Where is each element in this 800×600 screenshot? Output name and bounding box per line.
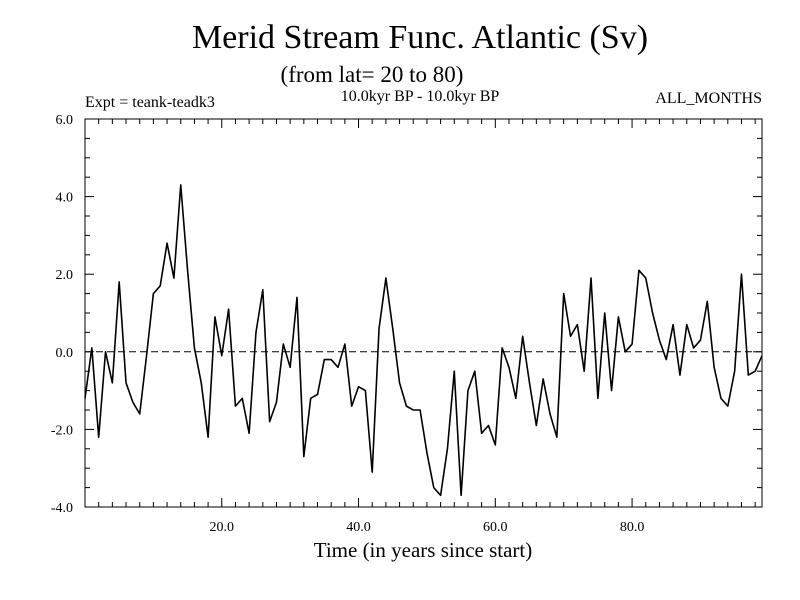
y-tick-label: 2.0 [56,268,74,283]
y-tick-label: 0.0 [56,346,74,361]
months-label: ALL_MONTHS [655,90,762,107]
y-tick-label: 4.0 [56,191,74,206]
x-tick-label: 20.0 [210,520,235,535]
axis-ticks [85,118,762,508]
plot-frame [84,118,763,508]
chart-title: Merid Stream Func. Atlantic (Sv) [192,19,648,56]
x-axis-label: Time (in years since start) [314,538,533,562]
period-label: 10.0kyr BP - 10.0kyr BP [341,88,500,105]
y-tick-label: -4.0 [51,501,73,516]
x-tick-label: 80.0 [620,520,645,535]
experiment-label: Expt = teank-teadk3 [85,94,215,111]
x-tick-label: 40.0 [346,520,371,535]
x-tick-label: 60.0 [483,520,508,535]
series-line [84,184,763,497]
axis-tick-labels: -4.0 -2.0 0.0 2.0 4.0 6.0 20.0 40.0 60.0 80.0 [51,113,644,535]
y-tick-label: -2.0 [51,423,73,438]
y-tick-label: 6.0 [56,113,74,128]
series-layer [84,184,763,497]
chart-subtitle: (from lat= 20 to 80) [281,62,464,87]
